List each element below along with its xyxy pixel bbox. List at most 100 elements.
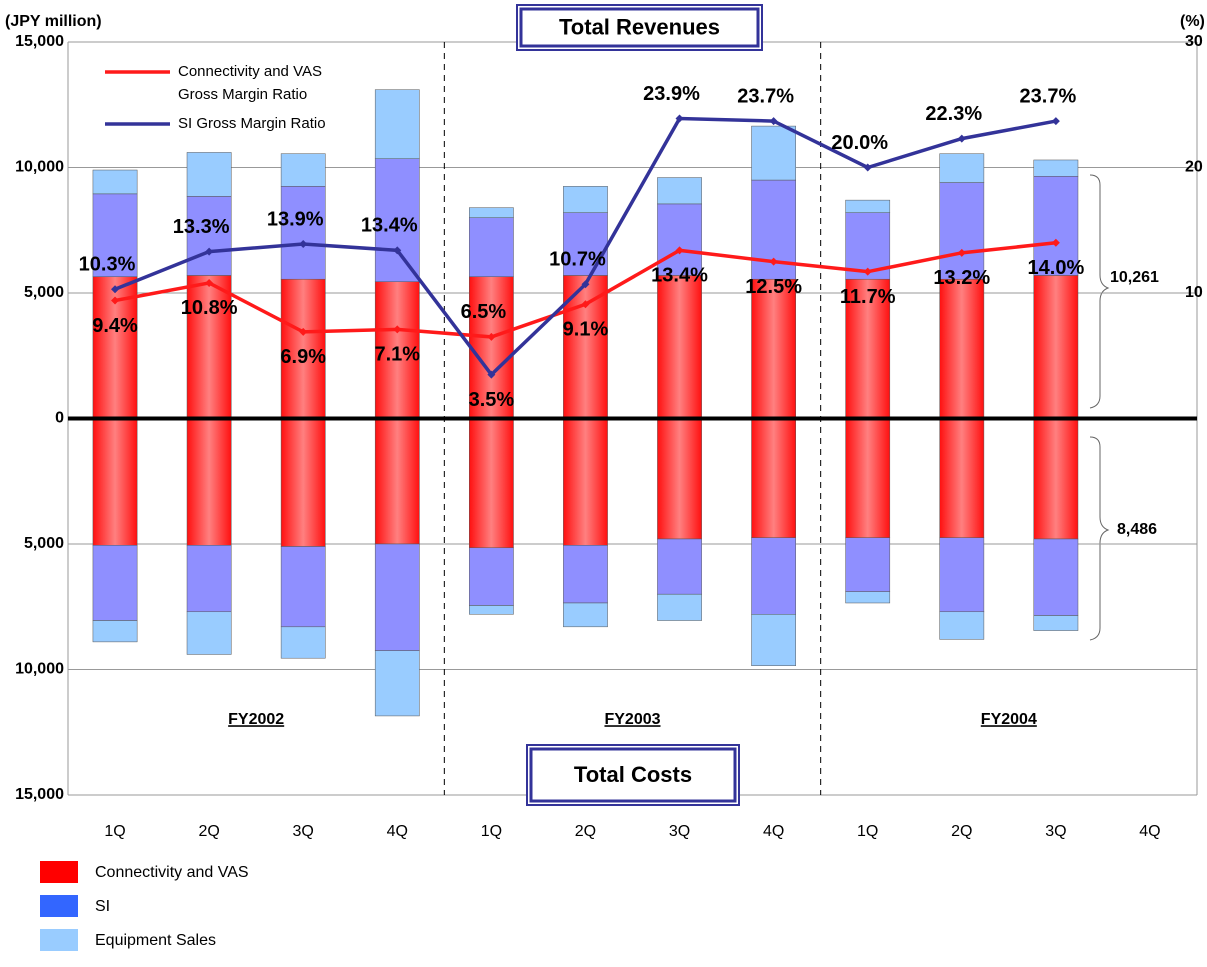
x-tick-label: 2Q [951,823,972,840]
data-label: 13.4% [651,265,708,287]
ratio-marker [769,117,778,126]
cost-bar [751,418,796,538]
y-tick-label: 15,000 [15,33,64,50]
annotation: 10,261 [1110,269,1159,286]
data-label: 22.3% [925,103,982,125]
y2-axis-label: (%) [1180,13,1205,30]
cost-bar [939,537,985,613]
data-label: 14.0% [1028,257,1085,279]
revenue-bar [469,276,514,419]
x-tick-label: 3Q [669,823,690,840]
cost-bar [374,650,420,717]
cost-bar [751,614,796,666]
x-tick-label: 4Q [763,823,784,840]
ratio-marker [1051,117,1060,126]
cost-bar [563,602,608,628]
y-tick-label: 10,000 [15,159,64,176]
x-tick-label: 3Q [293,823,314,840]
ratio-marker [487,332,496,341]
cost-bar [939,418,985,538]
data-label: 23.7% [737,85,794,107]
ratio-marker [393,325,402,334]
legend-swatch [40,861,78,883]
revenue-bar [939,278,985,419]
cost-bar [280,626,326,659]
revenue-bar [280,278,326,419]
ratio-marker [205,278,214,287]
data-label: 3.5% [469,389,515,411]
cost-bar [657,593,702,621]
revenue-bar [563,186,608,213]
y2-tick-label: 20 [1185,159,1203,176]
y-tick-label: 15,000 [15,786,64,803]
y-tick-label: 5,000 [24,535,64,552]
ratio-marker [863,267,872,276]
group-label: FY2004 [981,711,1037,728]
data-label: 23.7% [1020,85,1077,107]
cost-bar [469,547,514,606]
revenue-bar [939,182,985,280]
ratio-marker [675,246,684,255]
ratio-marker [205,247,214,256]
cost-bar [186,545,232,613]
legend-label: SI Gross Margin Ratio [178,115,326,132]
cost-bar [1033,615,1079,631]
revenue-bar [469,207,514,218]
x-tick-label: 3Q [1045,823,1066,840]
x-tick-label: 1Q [857,823,878,840]
revenue-bar [657,177,702,205]
y-axis-label: (JPY million) [5,13,102,30]
y-tick-label: 0 [55,410,64,427]
group-label: FY2003 [604,711,660,728]
cost-bar [469,418,514,549]
revenue-bar [657,203,702,276]
data-label: 11.7% [840,286,896,308]
brace [1089,436,1110,641]
cost-bar [563,418,608,546]
y-tick-label: 10,000 [15,661,64,678]
data-label: 13.9% [267,208,324,230]
x-tick-label: 2Q [198,823,219,840]
y2-tick-label: 10 [1185,284,1203,301]
ratio-marker [863,163,872,172]
annotation: 8,486 [1117,521,1157,538]
x-tick-label: 1Q [481,823,502,840]
data-label: 23.9% [643,83,700,105]
revenue-bar [845,278,891,419]
legend-label: Connectivity and VAS Gross Margin Ratio [178,63,322,103]
revenue-bar [280,153,326,187]
revenue-bar [186,152,232,197]
y-tick-label: 5,000 [24,284,64,301]
data-label: 12.5% [745,276,802,298]
cost-bar [1033,418,1079,540]
title: Total Revenues [559,14,720,39]
revenue-bar [1033,159,1079,177]
ratio-marker [957,248,966,257]
y2-tick-label: 30 [1185,33,1203,50]
x-tick-label: 2Q [575,823,596,840]
cost-bar [186,611,232,655]
cost-bar [92,418,138,546]
data-label: 10.3% [79,254,136,276]
title-box-inner [519,7,760,48]
legend-label: Connectivity and VAS [95,864,249,881]
ratio-marker [299,240,308,249]
cost-bar [939,611,985,640]
title: Total Costs [574,762,692,787]
cost-bar [1033,538,1079,616]
ratio-marker [1051,238,1060,247]
revenue-bar [186,196,232,276]
cost-bar [563,545,608,604]
title-box-inner [529,747,737,803]
ratio-marker [957,134,966,143]
cost-bar [280,418,326,547]
revenue-bar [92,193,138,277]
cost-bar [751,537,796,615]
ratio-marker [299,327,308,336]
ratio-marker [675,114,684,123]
legend-swatch [40,895,78,917]
cost-bar [280,546,326,628]
brace [1089,174,1110,409]
revenue-bar [374,281,420,419]
cost-bar [469,605,514,615]
